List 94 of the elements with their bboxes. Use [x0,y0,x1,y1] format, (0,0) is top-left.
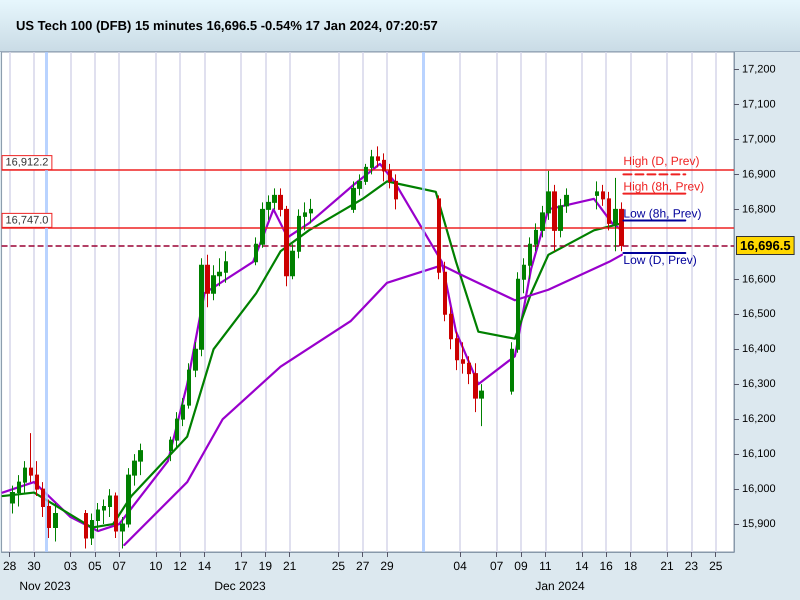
candlestick [254,236,258,266]
candlestick [290,244,295,280]
candlestick [181,398,185,427]
candlestick [595,180,599,210]
candlestick [175,412,179,448]
x-tick-label: 17 [234,559,248,573]
x-tick-label: 07 [490,559,504,573]
y-tick-label: 17,200 [742,63,776,76]
candlestick [479,384,484,427]
y-tick-label: 16,400 [742,343,776,356]
candlestick [449,306,453,350]
candlestick [10,485,15,514]
x-tick-label: 27 [356,559,370,573]
y-tick-label: 17,100 [742,98,776,110]
text: Jan 2024 [535,579,586,593]
candlestick [364,163,368,186]
text: Nov 2023 [19,579,72,593]
candlestick [23,460,27,494]
x-tick-label: 10 [149,559,163,573]
candlestick [510,342,514,396]
y-tick-label: 16,500 [742,308,776,320]
candlestick [35,460,39,497]
y-tick-label: 16,200 [742,413,776,426]
candlestick [224,250,228,284]
candlestick [187,362,191,410]
candlestick [607,191,611,231]
candlestick [84,510,88,550]
x-tick-label: 03 [64,559,78,573]
x-tick-label: 25 [332,559,346,573]
candlestick [102,499,106,525]
y-tick-label: 16,800 [742,203,776,216]
candlestick [394,174,398,210]
candlestick [467,356,471,385]
chart-title: US Tech 100 (DFB) 15 minutes 16,696.5 -0.54% 17 Jan 2024, 07:20:57 [0,0,800,52]
x-tick-label: 23 [684,559,698,573]
candlestick [534,222,538,252]
candlestick [376,146,380,168]
y-tick-label: 17,000 [742,133,776,146]
x-tick-label: 19 [258,559,272,573]
candlestick [522,258,526,294]
candlestick [528,236,532,280]
text: Dec 2023 [214,579,266,593]
series-label: Low (8h, Prev) [623,206,702,221]
candlestick [619,202,624,252]
candlestick [473,362,478,413]
x-tick-label: 09 [514,559,528,573]
y-tick-label: 16,600 [742,273,776,286]
x-tick-label: 07 [112,559,126,573]
y-tick-label: 16,100 [742,448,776,460]
candlestick [443,261,447,322]
x-tick-label: 12 [173,559,188,573]
candlestick [41,482,45,518]
x-tick-label: 28 [2,559,17,573]
ref-line-label: 16,696.5 [740,238,791,254]
x-tick-label: 14 [198,559,212,573]
candlestick [455,331,459,371]
ref-line-label: 16,747.0 [6,214,48,226]
series-label: Low (D, Prev) [623,253,697,268]
x-tick-label: 04 [453,559,468,573]
ref-line-label: 16,912.2 [6,156,48,169]
candlestick [303,202,307,231]
x-tick-label: 21 [660,559,674,573]
candlestick [388,163,392,189]
candlestick [437,194,441,280]
candlestick [382,152,386,182]
y-tick-label: 15,900 [742,518,776,530]
y-tick-label: 16,300 [742,378,776,390]
x-tick-label: 05 [88,559,102,573]
x-tick-label: 18 [624,559,638,573]
candlestick [29,432,33,483]
x-tick-label: 25 [709,559,723,573]
y-tick-label: 16,000 [742,483,776,496]
x-tick-label: 14 [575,559,589,573]
series-label: High (8h, Prev) [623,180,704,194]
candlestick [114,492,118,539]
x-tick-label: 21 [282,559,297,573]
candlestick [17,474,21,508]
candlestick [169,436,173,462]
candlestick [601,184,605,206]
candlestick [47,499,51,539]
candlestick [108,488,112,518]
y-tick-label: 16,900 [742,168,776,180]
series-label: High (D, Prev) [623,154,700,168]
x-tick-label: 30 [27,559,42,573]
x-tick-label: 29 [380,559,394,573]
x-tick-label: 16 [600,559,614,573]
candlestick [461,342,465,374]
candlestick [516,272,520,354]
x-tick-label: 11 [539,559,552,573]
candlestick [205,254,210,308]
candlestick [370,149,374,175]
candlestick [309,198,313,224]
candlestick [297,208,301,259]
candlestick [552,184,557,252]
